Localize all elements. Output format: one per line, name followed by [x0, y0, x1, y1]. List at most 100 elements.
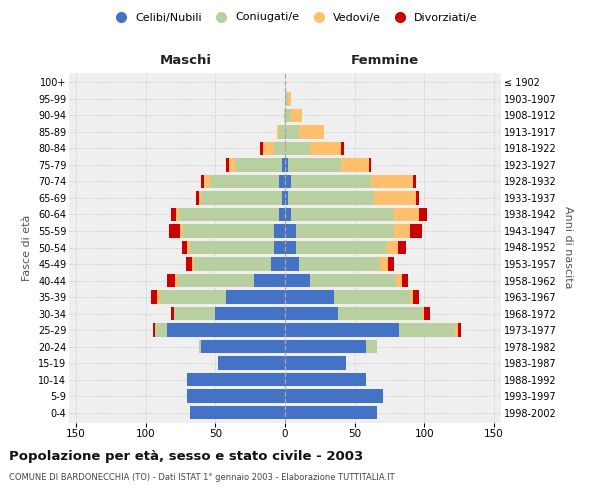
Bar: [218, 356, 285, 370]
Bar: [229, 158, 235, 172]
Bar: [160, 290, 226, 304]
Bar: [398, 240, 406, 254]
Bar: [424, 307, 430, 320]
Text: Femmine: Femmine: [350, 54, 418, 68]
Bar: [285, 257, 299, 271]
Bar: [285, 373, 366, 386]
Bar: [178, 274, 254, 287]
Bar: [394, 224, 410, 238]
Bar: [413, 174, 416, 188]
Bar: [190, 406, 285, 419]
Bar: [285, 208, 290, 221]
Bar: [402, 274, 407, 287]
Bar: [285, 224, 296, 238]
Bar: [285, 356, 346, 370]
Bar: [368, 158, 371, 172]
Bar: [394, 208, 419, 221]
Bar: [202, 174, 204, 188]
Bar: [280, 125, 285, 138]
Bar: [182, 240, 187, 254]
Bar: [296, 240, 387, 254]
Bar: [290, 208, 394, 221]
Bar: [202, 191, 282, 204]
Bar: [226, 290, 285, 304]
Bar: [179, 208, 280, 221]
Legend: Celibi/Nubili, Coniugati/e, Vedovi/e, Divorziati/e: Celibi/Nubili, Coniugati/e, Vedovi/e, Di…: [106, 8, 482, 27]
Bar: [151, 290, 157, 304]
Bar: [419, 208, 427, 221]
Bar: [280, 174, 285, 188]
Bar: [366, 340, 377, 353]
Bar: [285, 240, 296, 254]
Bar: [413, 290, 419, 304]
Bar: [169, 224, 181, 238]
Bar: [422, 307, 424, 320]
Bar: [282, 158, 285, 172]
Bar: [455, 324, 458, 337]
Bar: [285, 390, 383, 403]
Bar: [296, 224, 394, 238]
Bar: [187, 373, 285, 386]
Bar: [285, 108, 290, 122]
Bar: [416, 191, 419, 204]
Bar: [263, 142, 274, 155]
Bar: [341, 142, 344, 155]
Bar: [202, 340, 285, 353]
Bar: [210, 174, 280, 188]
Bar: [176, 208, 179, 221]
Bar: [277, 125, 280, 138]
Bar: [152, 324, 155, 337]
Bar: [285, 406, 377, 419]
Bar: [285, 158, 288, 172]
Bar: [288, 92, 290, 106]
Bar: [397, 274, 402, 287]
Bar: [310, 274, 397, 287]
Bar: [199, 191, 202, 204]
Bar: [284, 108, 285, 122]
Bar: [299, 257, 380, 271]
Bar: [274, 240, 285, 254]
Bar: [191, 257, 194, 271]
Bar: [271, 257, 285, 271]
Text: COMUNE DI BARDONECCHIA (TO) - Dati ISTAT 1° gennaio 2003 - Elaborazione TUTTITAL: COMUNE DI BARDONECCHIA (TO) - Dati ISTAT…: [9, 472, 395, 482]
Bar: [173, 307, 215, 320]
Bar: [167, 324, 285, 337]
Bar: [388, 257, 394, 271]
Bar: [387, 240, 398, 254]
Bar: [288, 158, 341, 172]
Bar: [334, 290, 410, 304]
Bar: [299, 125, 324, 138]
Bar: [226, 158, 229, 172]
Bar: [341, 158, 368, 172]
Bar: [171, 307, 173, 320]
Bar: [285, 174, 290, 188]
Bar: [274, 224, 285, 238]
Bar: [285, 191, 288, 204]
Bar: [374, 191, 416, 204]
Bar: [290, 174, 371, 188]
Bar: [410, 290, 413, 304]
Bar: [196, 191, 199, 204]
Bar: [274, 142, 285, 155]
Bar: [175, 274, 178, 287]
Bar: [190, 240, 274, 254]
Bar: [458, 324, 461, 337]
Bar: [194, 257, 271, 271]
Bar: [280, 208, 285, 221]
Bar: [310, 142, 341, 155]
Bar: [285, 340, 366, 353]
Bar: [235, 158, 282, 172]
Bar: [290, 108, 302, 122]
Bar: [285, 125, 299, 138]
Y-axis label: Fasce di età: Fasce di età: [22, 214, 32, 280]
Bar: [371, 174, 413, 188]
Y-axis label: Anni di nascita: Anni di nascita: [563, 206, 574, 288]
Bar: [187, 240, 190, 254]
Text: Maschi: Maschi: [160, 54, 212, 68]
Bar: [204, 174, 210, 188]
Bar: [285, 290, 334, 304]
Bar: [181, 224, 183, 238]
Bar: [288, 191, 374, 204]
Bar: [285, 324, 399, 337]
Bar: [260, 142, 263, 155]
